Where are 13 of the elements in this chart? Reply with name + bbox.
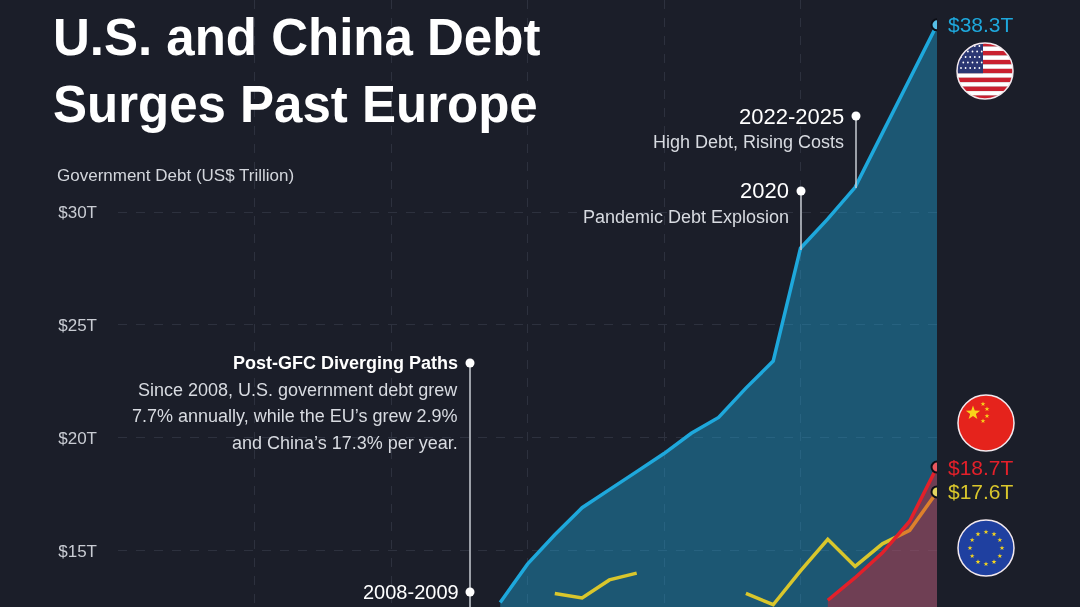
- data-label: $17.6T: [948, 480, 1014, 503]
- data-label: $18.7T: [948, 456, 1014, 479]
- text: U.S. and China Debt Surges Past Europe: [53, 9, 541, 133]
- y-axis-title: Government Debt (US$ Trillion): [57, 166, 295, 185]
- annotation: Post-GFC Diverging Paths Since 2008, U.S. government debt grew 7.7% annually, while the EU’s grew 2.9% and China’s 17.3% per year.: [132, 353, 459, 453]
- y-tick-label: $20T: [58, 428, 97, 448]
- annotation: 2008-2009: [363, 581, 459, 603]
- annotation: 2020 Pandemic Debt Explosion: [583, 178, 790, 227]
- annotation: 2022-2025 High Debt, Rising Costs: [653, 104, 845, 152]
- y-tick-label: $25T: [58, 315, 97, 335]
- y-tick-label: $15T: [58, 541, 97, 561]
- y-tick-label: $30T: [58, 203, 97, 223]
- data-label: $38.3T: [948, 13, 1014, 36]
